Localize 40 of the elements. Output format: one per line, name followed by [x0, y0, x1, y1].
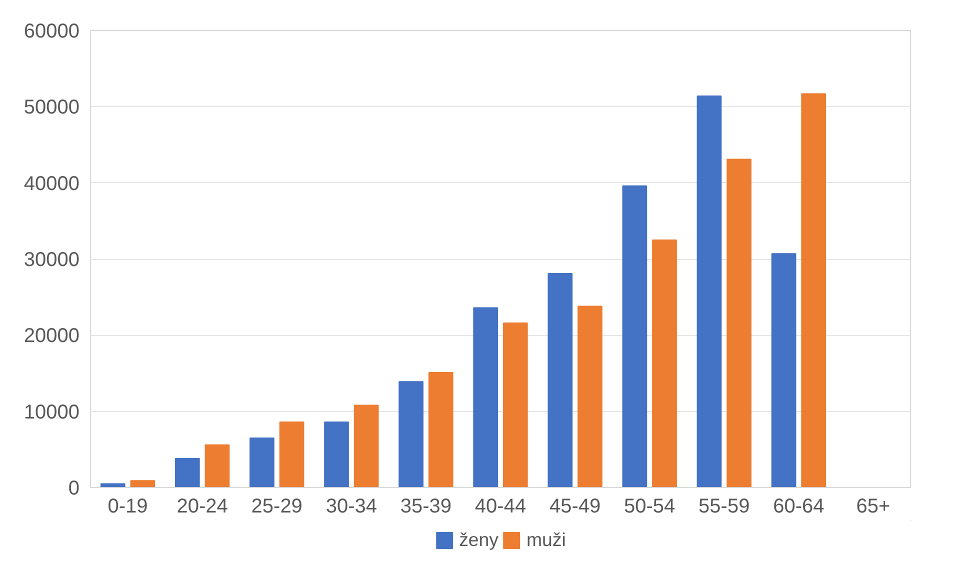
bar	[652, 239, 677, 488]
bar	[354, 404, 379, 488]
bar	[801, 93, 826, 488]
bar	[100, 483, 126, 488]
bar	[473, 307, 498, 488]
x-tick-label: 50-54	[624, 496, 676, 518]
bar	[622, 185, 648, 488]
bar	[428, 372, 454, 488]
bar	[130, 480, 156, 488]
y-tick-label: 10000	[24, 401, 80, 424]
y-tick-label: 30000	[24, 249, 80, 271]
x-tick-label: 0-19	[108, 496, 148, 518]
bar	[771, 253, 796, 488]
y-tick-label: 40000	[24, 172, 80, 195]
x-tick-label: 55-59	[698, 496, 750, 518]
x-tick-label: 20-24	[176, 496, 228, 518]
x-tick-label: 25-29	[251, 496, 302, 518]
x-tick-label: 35-39	[400, 496, 452, 518]
bar	[578, 306, 602, 488]
bar	[174, 458, 200, 488]
x-tick-label: 40-44	[474, 496, 526, 518]
y-tick-label: 20000	[24, 325, 80, 348]
legend-label: muži	[526, 529, 566, 551]
x-tick-label: 45-49	[549, 496, 601, 518]
bar	[204, 444, 230, 488]
legend-label: ženy	[459, 529, 499, 551]
bar	[548, 272, 573, 488]
bar	[726, 158, 752, 488]
y-tick-label: 50000	[24, 96, 80, 119]
y-tick-label: 0	[68, 478, 80, 500]
x-tick-label: 30-34	[326, 496, 377, 518]
bar	[250, 437, 274, 488]
y-tick-label: 60000	[24, 20, 80, 42]
bar	[324, 421, 349, 488]
x-tick-label: 60-64	[773, 496, 824, 518]
x-tick-label: 65+	[856, 496, 890, 518]
bar	[279, 421, 304, 488]
bar	[696, 96, 722, 488]
bar	[398, 381, 424, 488]
bar	[502, 322, 528, 488]
